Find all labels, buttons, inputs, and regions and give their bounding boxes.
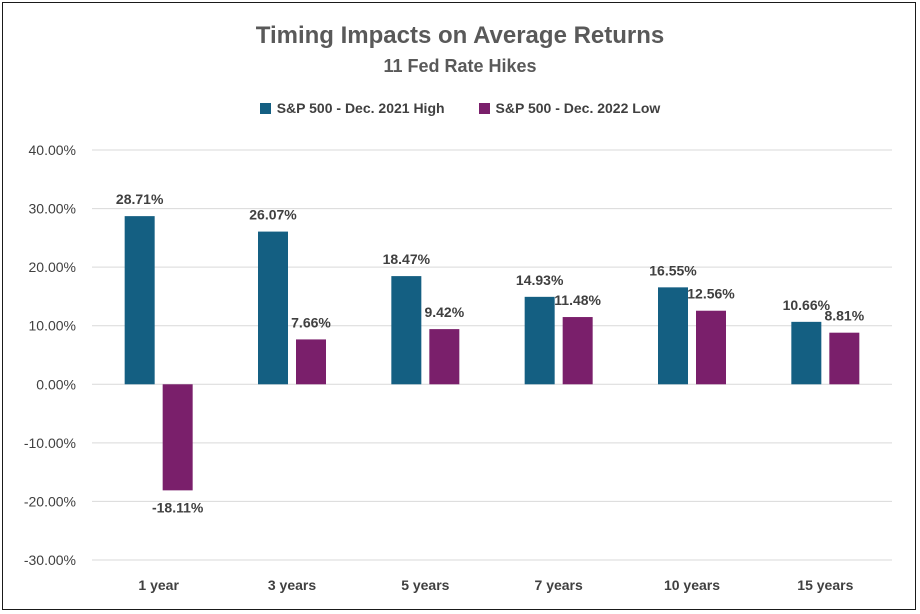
data-label: 7.66% — [291, 314, 331, 330]
bar-2021-high — [258, 231, 288, 385]
y-tick-label: -20.00% — [24, 493, 76, 509]
x-tick-label: 10 years — [664, 577, 720, 593]
bar-2021-high — [658, 287, 688, 385]
data-label: 14.93% — [516, 272, 564, 288]
x-tick-label: 7 years — [535, 577, 583, 593]
legend-swatch-2022-low — [478, 102, 490, 114]
y-tick-label: 10.00% — [29, 318, 76, 334]
data-label: 10.66% — [783, 297, 831, 313]
y-tick-label: 20.00% — [29, 259, 76, 275]
bar-2022-low — [429, 329, 460, 385]
bar-2021-high — [391, 276, 422, 385]
data-label: 16.55% — [649, 262, 697, 278]
legend-item-2022-low: S&P 500 - Dec. 2022 Low — [478, 100, 661, 116]
data-label: 11.48% — [554, 292, 601, 308]
bar-2021-high — [524, 296, 555, 385]
legend-item-2021-high: S&P 500 - Dec. 2021 High — [259, 100, 445, 116]
y-tick-label: 0.00% — [36, 376, 76, 392]
data-label: 12.56% — [687, 286, 735, 302]
x-tick-label: 3 years — [268, 577, 316, 593]
chart-title: Timing Impacts on Average Returns — [255, 22, 665, 49]
data-label: 8.81% — [824, 308, 864, 324]
bar-2022-low — [829, 332, 860, 385]
legend-swatch-2021-high — [259, 102, 271, 114]
x-tick-label: 1 year — [138, 577, 179, 593]
data-label: 28.71% — [116, 191, 164, 207]
y-tick-label: -30.00% — [24, 552, 76, 568]
y-tick-label: -10.00% — [24, 435, 76, 451]
legend-label-2021-high: S&P 500 - Dec. 2021 High — [276, 100, 445, 116]
bar-2021-high — [791, 321, 822, 385]
y-tick-label: 40.00% — [29, 142, 76, 158]
chart-subtitle: 11 Fed Rate Hikes — [383, 56, 537, 76]
bar-2022-low — [162, 384, 193, 491]
legend: S&P 500 - Dec. 2021 High S&P 500 - Dec. … — [0, 100, 920, 116]
data-label: 26.07% — [249, 207, 297, 223]
bar-2021-high — [124, 216, 155, 385]
bar-2022-low — [296, 339, 326, 385]
x-tick-label: 5 years — [401, 577, 449, 593]
data-label: -18.11% — [152, 499, 204, 515]
legend-label-2022-low: S&P 500 - Dec. 2022 Low — [495, 100, 661, 116]
y-tick-label: 30.00% — [29, 201, 76, 217]
bar-2022-low — [562, 317, 593, 385]
x-tick-label: 15 years — [797, 577, 853, 593]
bar-2022-low — [696, 310, 726, 385]
data-label: 18.47% — [383, 251, 431, 267]
data-label: 9.42% — [424, 304, 464, 320]
